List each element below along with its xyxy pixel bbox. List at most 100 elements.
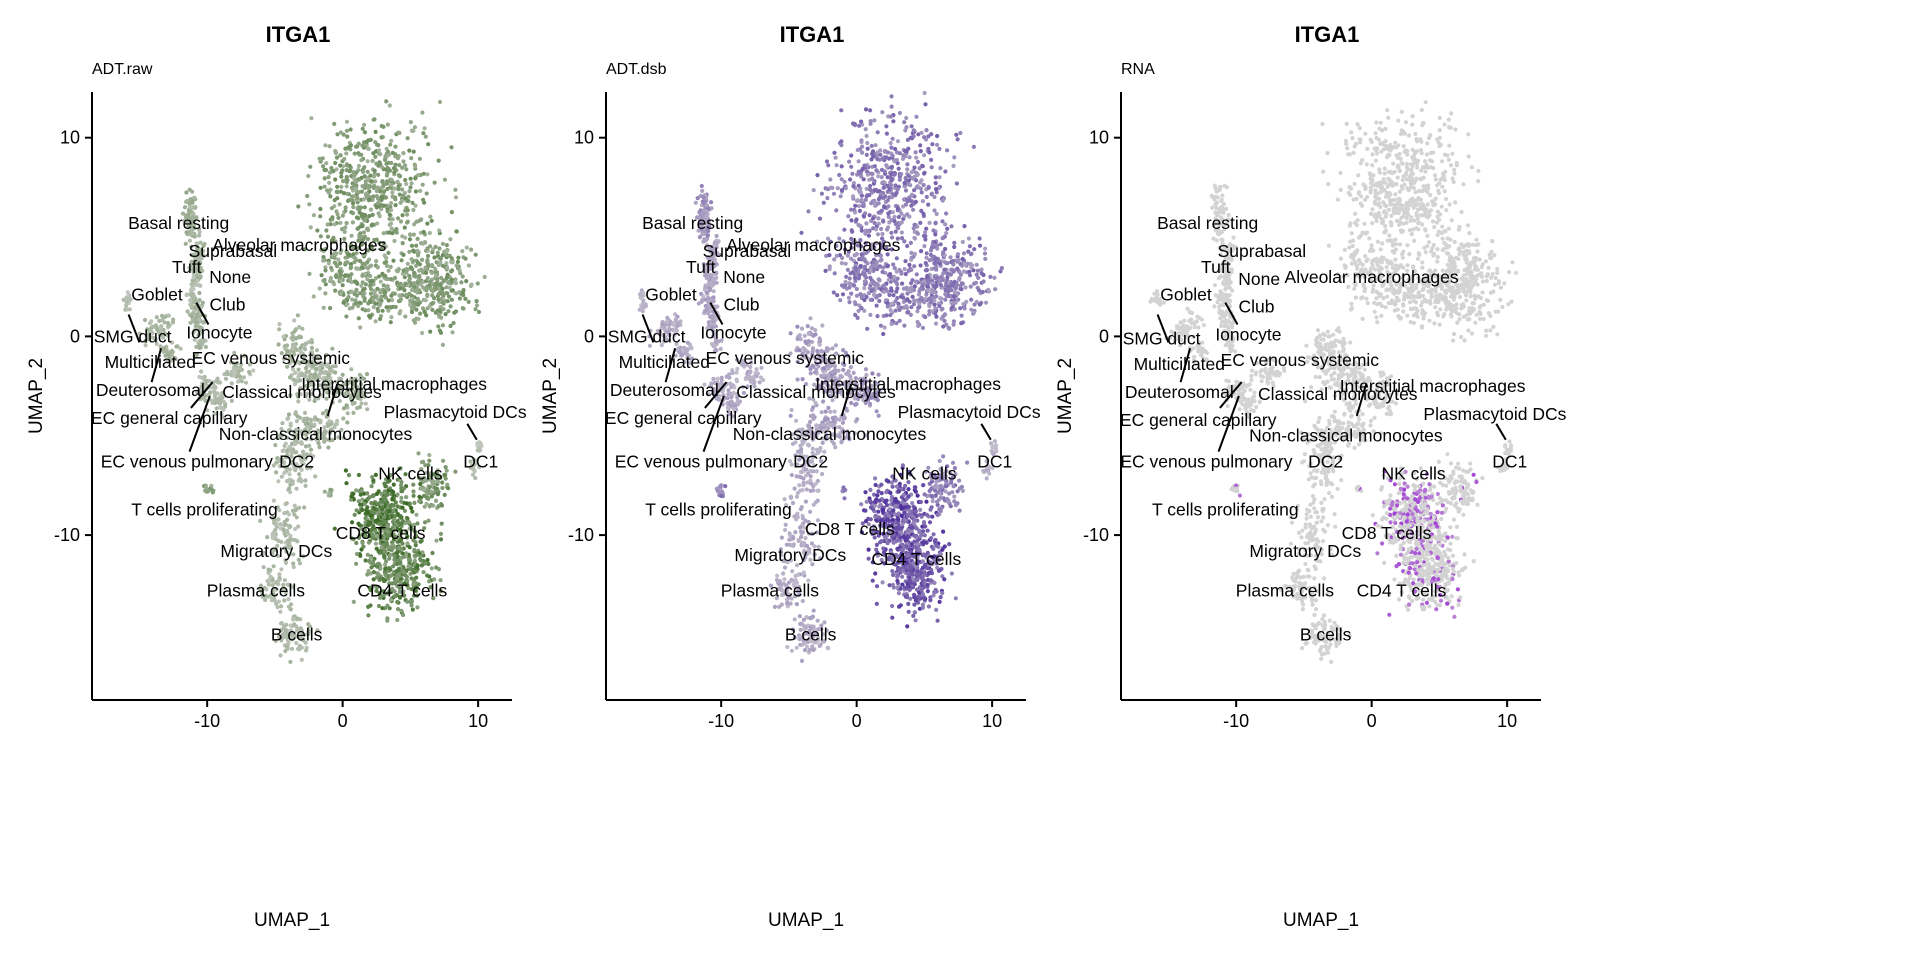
cell-point — [905, 243, 910, 249]
cell-point — [374, 259, 379, 264]
cell-point — [876, 174, 881, 179]
cell-point — [354, 293, 359, 298]
cell-point — [382, 203, 387, 208]
cell-point — [916, 323, 921, 328]
cell-point — [855, 198, 860, 203]
cell-point — [909, 170, 914, 175]
cell-point — [853, 210, 858, 215]
cell-point — [373, 154, 378, 159]
cell-point — [436, 297, 441, 302]
cell-point — [960, 239, 965, 245]
cell-point — [830, 185, 835, 190]
cell-point — [342, 274, 347, 279]
cell-point — [344, 184, 349, 189]
cell-point — [437, 255, 442, 261]
cell-point — [946, 287, 952, 292]
cell-point — [971, 144, 977, 149]
cell-point — [351, 491, 356, 496]
cell-point — [925, 284, 930, 289]
cell-point — [389, 315, 394, 320]
cell-point — [393, 144, 398, 149]
cell-point — [847, 285, 852, 290]
cell-point — [361, 252, 366, 257]
cluster-label: EC venous pulmonary — [101, 452, 273, 472]
cell-point — [394, 230, 399, 235]
cell-point — [708, 281, 713, 286]
cell-point — [889, 286, 894, 291]
cell-point — [412, 284, 417, 290]
cell-point — [895, 139, 901, 144]
cell-point — [906, 173, 911, 178]
cell-point — [340, 213, 345, 218]
cell-point — [354, 287, 359, 292]
cell-point — [200, 342, 205, 347]
cell-point — [413, 320, 418, 325]
cell-point — [375, 265, 380, 270]
cell-point — [198, 275, 203, 280]
cell-point — [367, 313, 372, 318]
cell-point — [923, 261, 928, 266]
cell-point — [893, 279, 898, 284]
cell-point — [323, 143, 328, 148]
cell-point — [400, 271, 405, 276]
cell-point — [296, 524, 301, 529]
cell-point — [922, 300, 927, 305]
cell-point — [353, 245, 358, 250]
cell-point — [363, 282, 368, 287]
cell-point — [432, 255, 437, 260]
cell-point — [427, 484, 432, 490]
cell-point — [817, 216, 823, 221]
cell-point — [415, 564, 420, 569]
cell-point — [338, 220, 343, 225]
cell-point — [378, 189, 383, 194]
cell-point — [236, 369, 241, 374]
cell-point — [364, 142, 369, 147]
cell-point — [391, 258, 396, 263]
cell-point — [414, 512, 419, 517]
cell-point — [189, 205, 194, 210]
cell-point — [359, 189, 364, 194]
cell-point — [404, 292, 409, 297]
cell-point — [341, 406, 347, 411]
cell-point — [435, 276, 440, 281]
cell-point — [285, 517, 290, 523]
cell-point — [882, 180, 887, 185]
cell-point — [944, 231, 949, 236]
cell-point — [356, 141, 361, 146]
cell-point — [193, 305, 198, 310]
cell-point — [379, 135, 384, 140]
cell-point — [379, 197, 384, 202]
cell-point — [366, 248, 371, 253]
cell-point — [393, 197, 398, 202]
cell-point — [340, 168, 345, 173]
cell-point — [368, 273, 373, 279]
cell-point — [333, 261, 338, 266]
cell-point — [385, 500, 390, 505]
cell-point — [890, 210, 896, 215]
cell-point — [278, 522, 283, 527]
cell-point — [387, 508, 392, 514]
cell-point — [928, 300, 934, 305]
cell-point — [392, 186, 397, 191]
cell-point — [258, 518, 263, 524]
cell-point — [903, 259, 908, 264]
cell-point — [190, 303, 195, 308]
cell-point — [954, 282, 960, 287]
cell-point — [403, 163, 408, 168]
cell-point — [922, 153, 927, 158]
cell-point — [871, 280, 876, 286]
cell-point — [195, 246, 200, 251]
cell-point — [890, 153, 895, 158]
cell-point — [321, 278, 326, 283]
cell-point — [370, 158, 375, 163]
cell-point — [412, 301, 417, 306]
cell-point — [332, 121, 337, 126]
cell-point — [373, 276, 378, 281]
cell-point — [345, 163, 350, 168]
cell-point — [365, 159, 370, 164]
cell-point — [411, 304, 416, 309]
cell-point — [415, 236, 420, 241]
cell-point — [846, 295, 852, 300]
y-tick-label: 10 — [60, 128, 80, 148]
cell-point — [904, 285, 909, 290]
